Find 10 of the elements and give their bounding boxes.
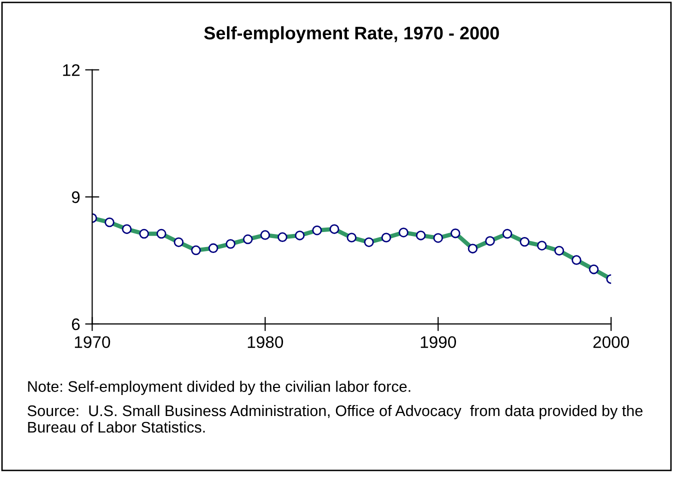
x-tick-label: 1990: [420, 336, 456, 348]
x-tick-label: 1970: [74, 336, 110, 348]
chart-title: Self-employment Rate, 1970 - 2000: [204, 26, 499, 44]
y-tick-label: 9: [72, 191, 80, 204]
text: Note: Self-employment divided by the civilian labor force.: [28, 380, 410, 395]
x-tick-label: 1980: [248, 336, 284, 348]
y-tick-label: 6: [72, 318, 80, 330]
source-note: Source: U.S. Small Business Administration, Office of Advocacy from data provided by the Bureau of Labor Statistics.: [28, 404, 642, 433]
y-tick-label: 12: [63, 64, 80, 76]
x-tick-label: 2000: [593, 336, 629, 348]
